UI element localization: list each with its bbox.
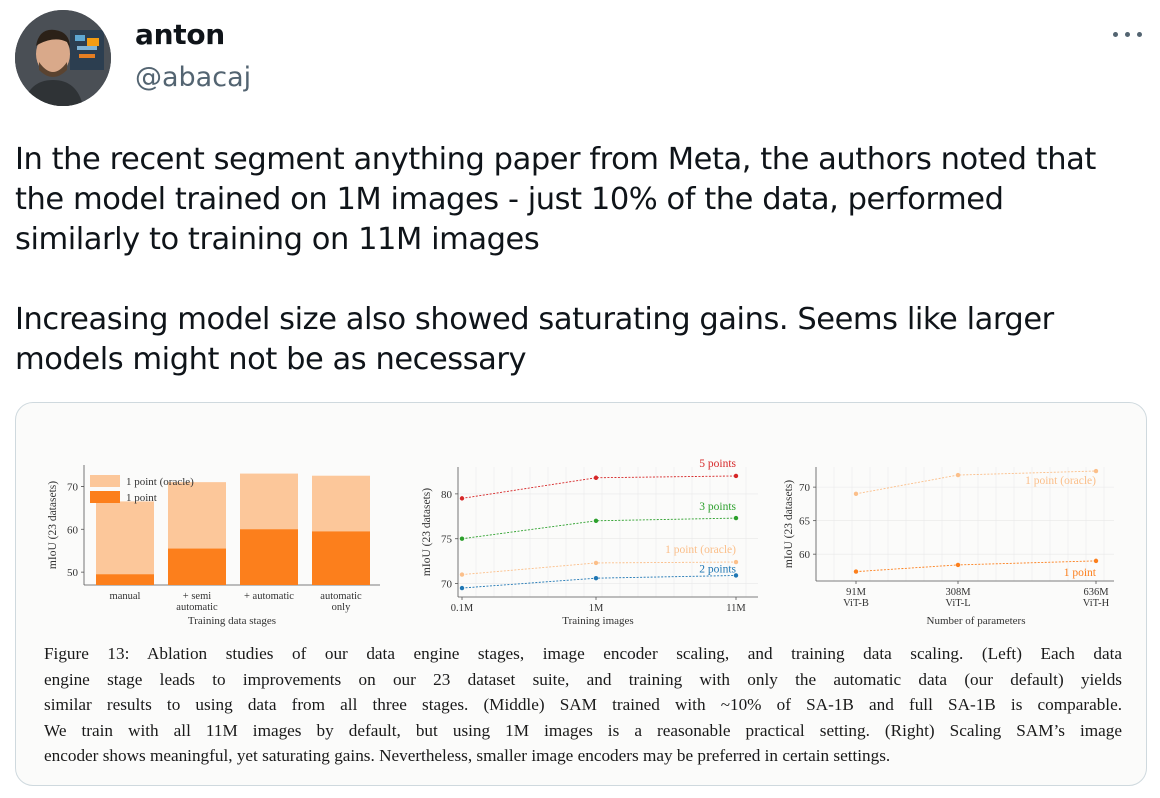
series-label: 2 points bbox=[699, 563, 736, 575]
more-options-icon[interactable] bbox=[1110, 24, 1146, 44]
series-point bbox=[733, 573, 739, 578]
y-tick-label: 70 bbox=[67, 481, 79, 493]
legend-label: 1 point (oracle) bbox=[126, 476, 194, 488]
x-tick-label: automatic bbox=[320, 591, 362, 602]
author-name[interactable]: anton bbox=[135, 18, 225, 51]
x-tick-label: only bbox=[332, 602, 351, 613]
series-point bbox=[733, 515, 739, 521]
series-label: 3 points bbox=[699, 501, 736, 513]
x-tick-label: 0.1M bbox=[451, 603, 474, 614]
x-tick-label: 308M bbox=[945, 587, 971, 598]
x-tick-label: 91M bbox=[846, 587, 867, 598]
series-point bbox=[1093, 558, 1099, 564]
tweet-paragraph-2: Increasing model size also showed satura… bbox=[15, 302, 1054, 377]
series-point bbox=[593, 560, 599, 566]
x-tick-label: manual bbox=[110, 591, 141, 602]
series-point bbox=[955, 472, 961, 478]
x-tick-label: ViT-B bbox=[843, 598, 869, 609]
tweet-text: In the recent segment anything paper fro… bbox=[15, 140, 1145, 380]
series-point bbox=[459, 585, 465, 591]
y-tick-label: 60 bbox=[67, 524, 79, 536]
series-point bbox=[733, 473, 739, 479]
bar-1-point bbox=[312, 531, 370, 585]
bar-oracle bbox=[96, 501, 154, 585]
series-point bbox=[593, 575, 599, 581]
series-point bbox=[459, 572, 465, 577]
tweet-media-image[interactable]: 50 60 70 mIoU (23 datasets) manual + semi auto… bbox=[15, 402, 1147, 786]
series-label: 1 point (oracle) bbox=[1025, 475, 1096, 487]
series-line bbox=[461, 575, 737, 589]
series-point bbox=[733, 559, 739, 565]
caption-line: engine stage leads to improvements on ou… bbox=[44, 669, 1122, 689]
series-point bbox=[593, 475, 599, 480]
y-tick-label: 70 bbox=[441, 579, 453, 591]
series-line bbox=[461, 517, 737, 540]
series-line bbox=[461, 561, 737, 576]
author-handle[interactable]: @abacaj bbox=[135, 62, 252, 93]
series-point bbox=[593, 518, 599, 523]
x-tick-label: ViT-H bbox=[1083, 598, 1110, 609]
y-tick-label: 50 bbox=[67, 567, 79, 579]
x-axis-label: Number of parameters bbox=[927, 615, 1026, 627]
y-tick-label: 65 bbox=[799, 516, 811, 528]
series-label: 5 points bbox=[699, 458, 736, 470]
x-tick-label: 636M bbox=[1083, 587, 1109, 598]
y-tick-label: 70 bbox=[799, 482, 811, 494]
x-tick-label: + automatic bbox=[244, 591, 294, 602]
y-axis-label: mIoU (23 datasets) bbox=[47, 481, 59, 569]
x-tick-label: 1M bbox=[589, 603, 604, 614]
series-label: 1 point bbox=[1064, 567, 1097, 579]
caption-line: similar results to using data from all t… bbox=[44, 695, 1122, 714]
series-point bbox=[853, 569, 859, 574]
x-axis-label: Training data stages bbox=[188, 615, 276, 627]
series-point bbox=[853, 491, 859, 497]
avatar[interactable] bbox=[15, 10, 111, 106]
series-point bbox=[955, 562, 961, 568]
series-line bbox=[461, 475, 737, 499]
legend-label: 1 point bbox=[126, 492, 157, 504]
bar-1-point bbox=[96, 574, 154, 585]
bar-1-point bbox=[168, 548, 226, 585]
x-tick-label: ViT-L bbox=[945, 598, 970, 609]
series-point bbox=[459, 496, 465, 501]
caption-line: encoder shows meaningful, yet saturating… bbox=[44, 746, 891, 765]
figure-caption: Figure 13: Ablation studies of our data … bbox=[44, 641, 1122, 769]
x-tick-label: 11M bbox=[726, 603, 746, 614]
y-axis-label: mIoU (23 datasets) bbox=[783, 480, 795, 568]
series-point bbox=[459, 536, 465, 541]
x-axis-label: Training images bbox=[562, 615, 633, 627]
series-point bbox=[1093, 468, 1099, 474]
series-line bbox=[855, 560, 1097, 573]
legend-swatch-oracle bbox=[90, 475, 120, 487]
x-tick-label: automatic bbox=[176, 602, 218, 613]
y-tick-label: 60 bbox=[799, 549, 811, 561]
x-tick-label: + semi bbox=[183, 591, 211, 602]
caption-line: Figure 13: Ablation studies of our data … bbox=[44, 644, 1122, 663]
bar-1-point bbox=[240, 529, 298, 585]
caption-line: We train with all 11M images by default,… bbox=[44, 720, 1122, 740]
legend-swatch-1-point bbox=[90, 491, 120, 503]
y-tick-label: 80 bbox=[441, 489, 453, 501]
series-label: 1 point (oracle) bbox=[665, 544, 736, 556]
tweet-paragraph-1: In the recent segment anything paper fro… bbox=[15, 142, 1096, 257]
y-tick-label: 75 bbox=[441, 534, 453, 546]
y-axis-label: mIoU (23 datasets) bbox=[421, 488, 433, 576]
